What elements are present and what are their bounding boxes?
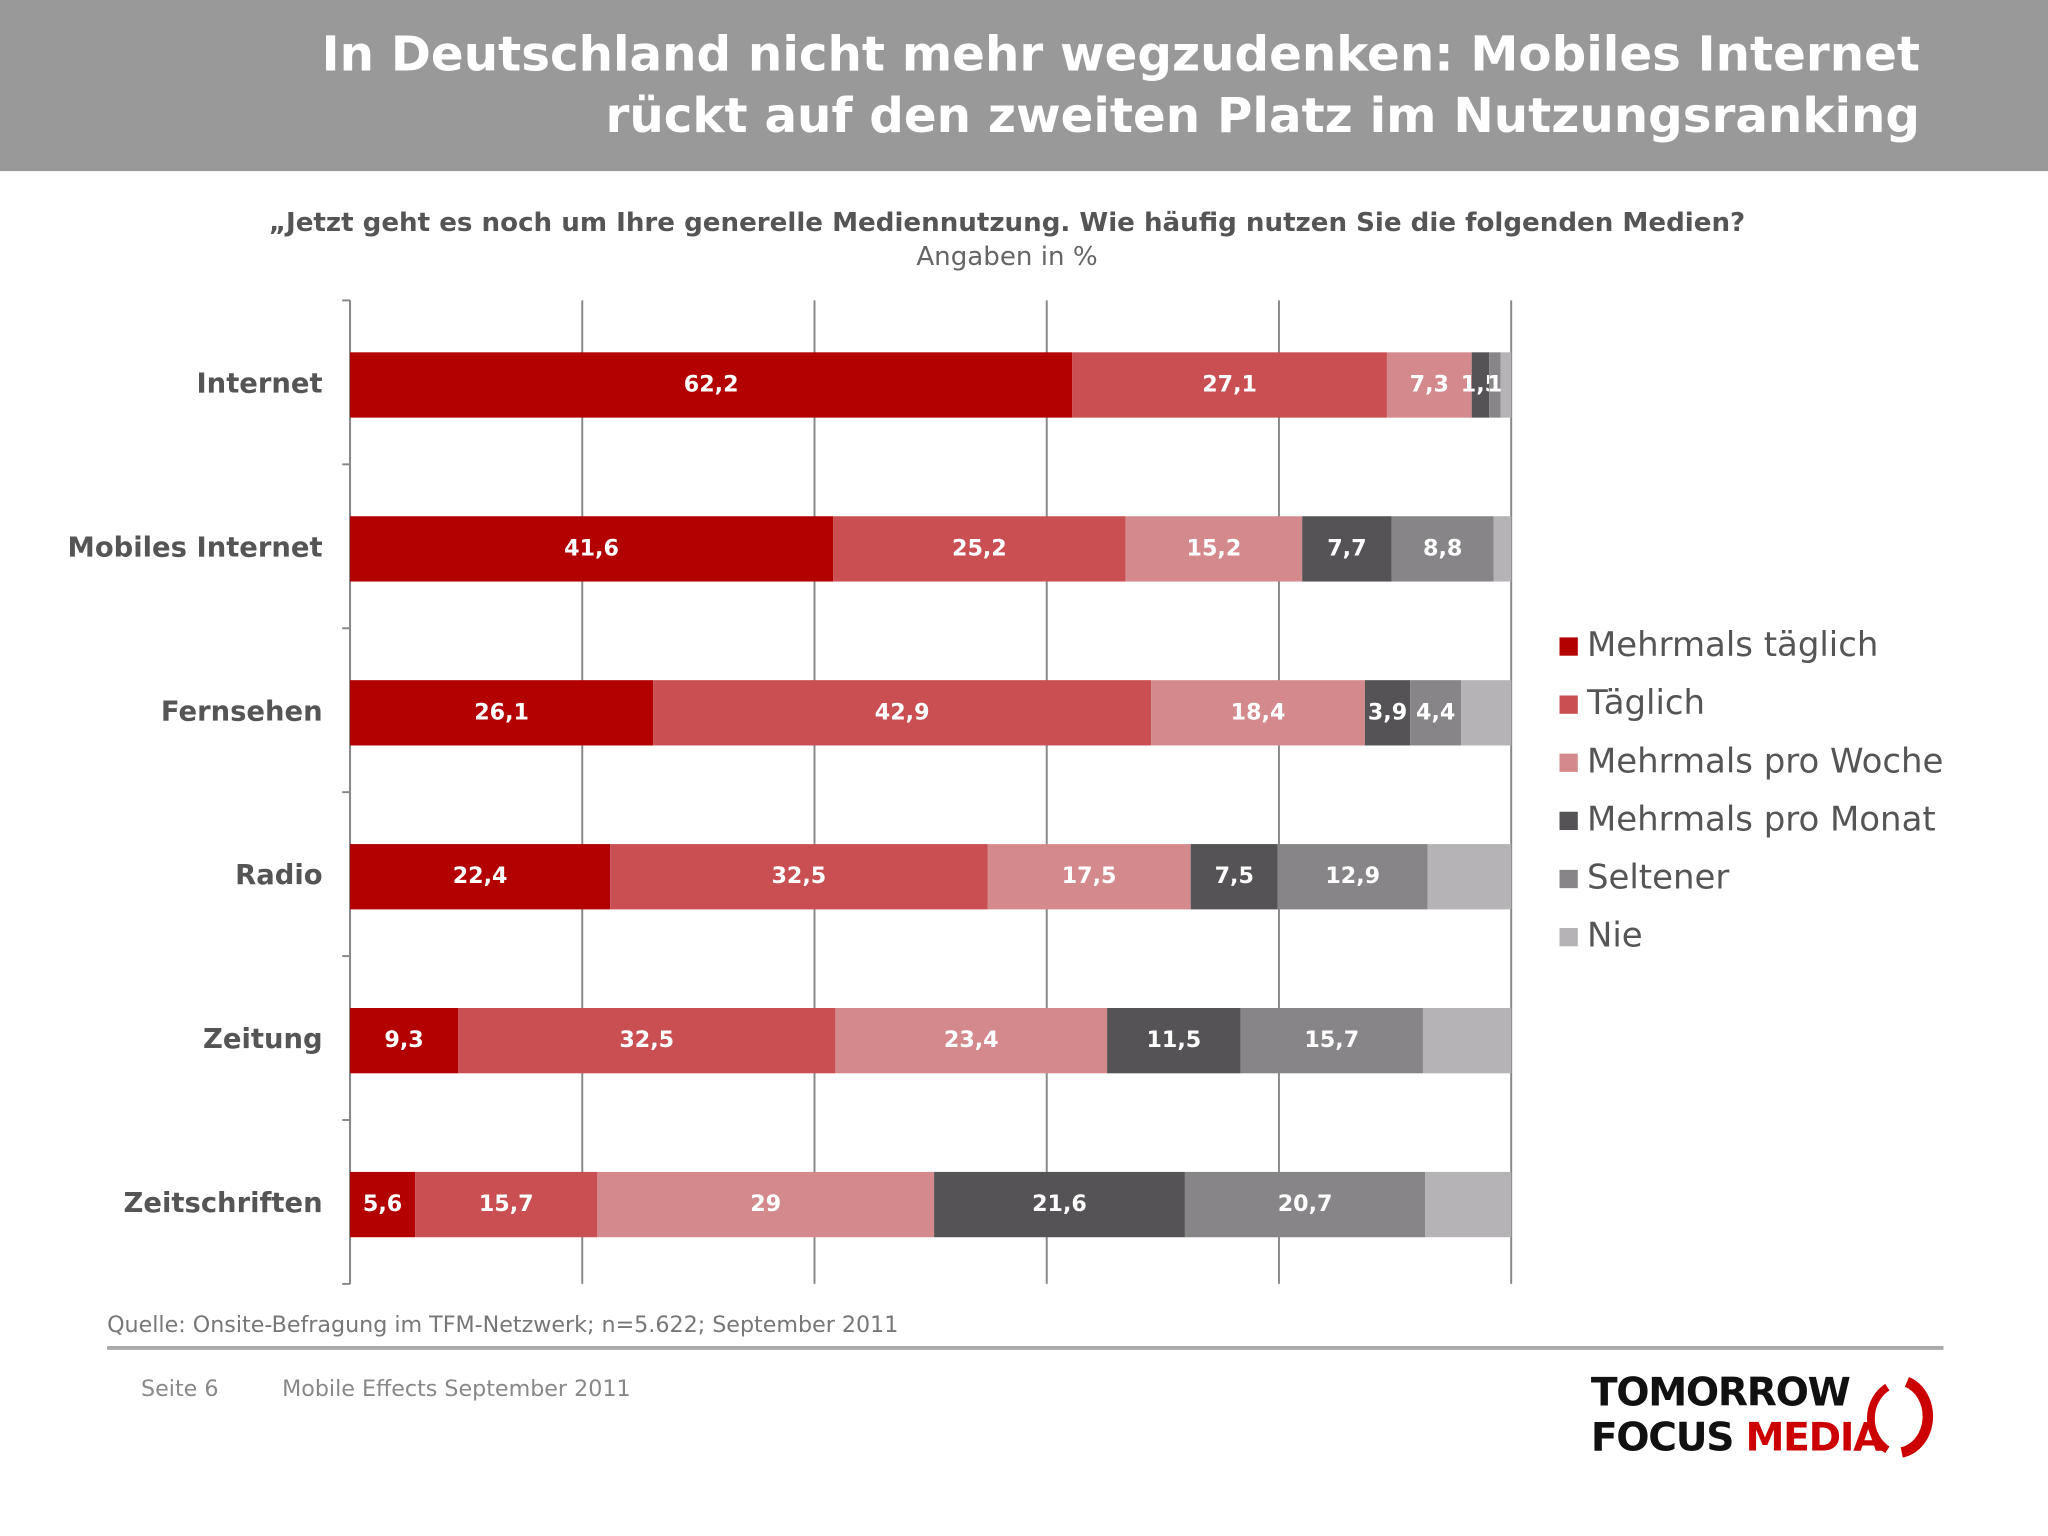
bar-segment <box>833 516 1126 582</box>
bar-segment <box>1072 352 1387 418</box>
bar-segment <box>415 1171 598 1238</box>
legend-label: Seltener <box>1587 858 1729 898</box>
value-label: 15,7 <box>1304 1027 1359 1053</box>
value-label: 3,9 <box>1368 699 1407 725</box>
bar-segment <box>1425 1171 1512 1238</box>
value-label: 20,7 <box>1278 1191 1333 1217</box>
source: Quelle: Onsite-Befragung im TFM-Netzwerk… <box>107 1312 898 1338</box>
bar-segment <box>1190 844 1278 910</box>
bar-segment <box>1364 680 1411 746</box>
bar-segment <box>597 1171 935 1238</box>
bar-segment <box>1184 1171 1426 1238</box>
logo-word: FOCUS <box>1591 1415 1733 1460</box>
legend-swatch <box>1559 811 1578 831</box>
bar-segment <box>350 680 654 746</box>
value-label: 5,6 <box>363 1191 402 1217</box>
category-label: Internet <box>196 368 322 399</box>
value-label: 23,4 <box>944 1027 999 1053</box>
category-label: Fernsehen <box>161 696 323 727</box>
title-line: In Deutschland nicht mehr wegzudenken: M… <box>322 26 1920 82</box>
bar-segment <box>1107 1008 1241 1074</box>
logo-word: MEDIA <box>1745 1415 1884 1460</box>
value-label: 11,5 <box>1146 1027 1201 1053</box>
bar-segment <box>1500 352 1512 418</box>
value-label: 15,7 <box>479 1191 534 1217</box>
value-label: 21,6 <box>1032 1191 1087 1217</box>
bar-segment <box>350 1008 459 1074</box>
bar-segment <box>1471 352 1490 418</box>
bar-segment <box>350 352 1073 418</box>
bar-segment <box>1489 352 1501 418</box>
header-band <box>0 0 2048 172</box>
bar-segment <box>350 516 834 582</box>
legend-swatch <box>1559 753 1578 772</box>
logo-mark <box>1867 1383 1890 1454</box>
value-label: 15,2 <box>1187 535 1242 561</box>
category-label: Radio <box>235 860 322 891</box>
value-label: 26,1 <box>474 699 529 725</box>
bar-segment <box>350 844 611 910</box>
value-label: 9,3 <box>384 1027 423 1053</box>
value-label: 7,7 <box>1327 535 1366 561</box>
bar-segment <box>1277 844 1428 910</box>
legend-label: Nie <box>1587 916 1643 956</box>
legend-swatch <box>1559 695 1578 714</box>
value-label: 27,1 <box>1202 371 1257 397</box>
value-label: 32,5 <box>771 863 826 889</box>
value-label: 8,8 <box>1423 535 1462 561</box>
bar-segment <box>1151 680 1365 746</box>
value-label: 17,5 <box>1062 863 1117 889</box>
legend-swatch <box>1559 928 1578 947</box>
value-label: 29 <box>750 1191 781 1217</box>
bar-segment <box>987 844 1191 910</box>
logo-text: FOCUS MEDIA <box>1591 1415 1884 1460</box>
bar-segment <box>610 844 988 910</box>
unit-note: Angaben in % <box>916 242 1097 272</box>
category-label: Zeitschriften <box>124 1188 323 1219</box>
value-label: 25,2 <box>952 535 1007 561</box>
logo-mark <box>1900 1377 1934 1458</box>
bar-segment <box>1422 1008 1512 1074</box>
legend-swatch <box>1559 637 1578 656</box>
bar-segment <box>1302 516 1392 582</box>
logo-text: TOMORROW <box>1591 1370 1850 1415</box>
doc-name: Mobile Effects September 2011 <box>282 1376 630 1402</box>
bar-segment <box>458 1008 836 1074</box>
bar-segment <box>1461 680 1512 746</box>
page-number: Seite 6 <box>141 1376 218 1402</box>
legend-swatch <box>1559 869 1578 889</box>
bar-segment <box>1427 844 1512 910</box>
value-label: 7,5 <box>1215 863 1254 889</box>
bar-segment <box>350 1171 416 1238</box>
legend-label: Mehrmals pro Monat <box>1587 799 1936 839</box>
bar-segment <box>835 1008 1108 1074</box>
value-label: 22,4 <box>453 863 508 889</box>
value-label: 7,3 <box>1410 371 1449 397</box>
category-label: Mobiles Internet <box>68 532 323 563</box>
bar-segment <box>934 1171 1185 1238</box>
value-label: 32,5 <box>619 1027 674 1053</box>
value-label: 62,2 <box>684 371 739 397</box>
bar-segment <box>1493 516 1512 582</box>
bar-segment <box>1410 680 1462 746</box>
value-label: 41,6 <box>564 535 619 561</box>
value-label: 42,9 <box>875 699 930 725</box>
bar-segment <box>1240 1008 1423 1074</box>
bar-segment <box>1391 516 1494 582</box>
value-label: 18,4 <box>1231 699 1286 725</box>
legend-label: Mehrmals täglich <box>1587 625 1878 665</box>
value-label: 1 <box>1487 371 1502 397</box>
legend-label: Mehrmals pro Woche <box>1587 741 1943 781</box>
value-label: 12,9 <box>1325 863 1380 889</box>
legend-label: Täglich <box>1586 683 1705 723</box>
bar-segment <box>1386 352 1472 418</box>
title-line: rückt auf den zweiten Platz im Nutzungsr… <box>606 88 1920 144</box>
category-label: Zeitung <box>203 1024 323 1055</box>
bar-segment <box>653 680 1152 746</box>
subtitle: „Jetzt geht es noch um Ihre generelle Me… <box>269 208 1745 238</box>
value-label: 4,4 <box>1416 699 1455 725</box>
bar-segment <box>1125 516 1303 582</box>
